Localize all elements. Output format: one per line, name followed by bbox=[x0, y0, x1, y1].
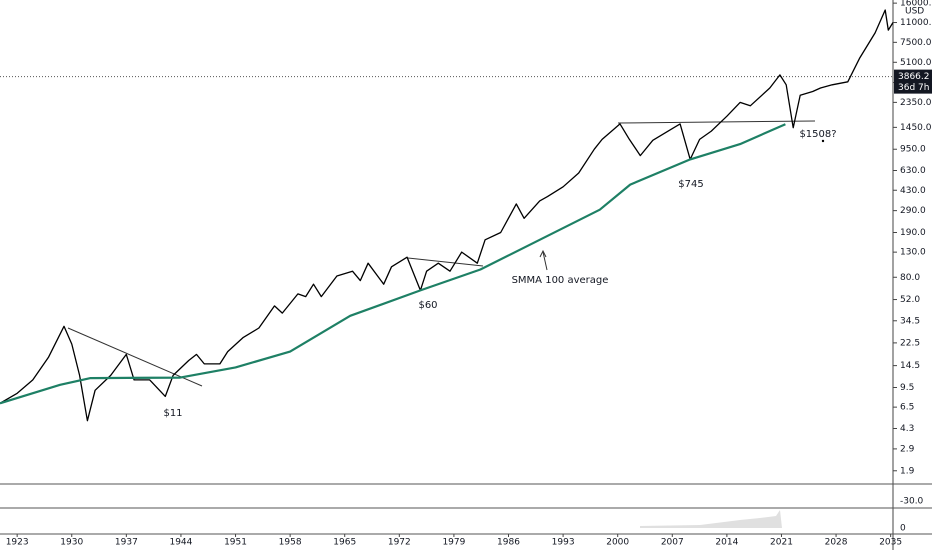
x-tick-label: 1937 bbox=[115, 538, 138, 548]
last-price-box bbox=[894, 69, 932, 94]
x-tick-label: 1979 bbox=[442, 538, 465, 548]
x-tick-label: 1972 bbox=[388, 538, 411, 548]
y-tick-label: 950.0 bbox=[900, 145, 926, 155]
x-tick-label: 2035 bbox=[879, 538, 902, 548]
y-tick-label: 190.0 bbox=[900, 228, 926, 238]
countdown-label: 36d 7h bbox=[898, 83, 929, 93]
y-tick-label: 5100.0 bbox=[900, 58, 932, 68]
y-tick-label: 2350.0 bbox=[900, 98, 932, 108]
currency-label: USD bbox=[905, 7, 924, 17]
x-tick-label: 1986 bbox=[497, 538, 520, 548]
x-tick-label: 2021 bbox=[770, 538, 793, 548]
y-tick-label: 6.5 bbox=[900, 403, 914, 413]
y-tick-label: 14.5 bbox=[900, 361, 920, 371]
y-tick-label: 4.3 bbox=[900, 424, 914, 434]
y-tick-label: 52.0 bbox=[900, 295, 920, 305]
annotation: SMMA 100 average bbox=[512, 275, 609, 286]
x-tick-label: 1965 bbox=[333, 538, 356, 548]
x-tick-label: 1930 bbox=[60, 538, 83, 548]
y-tick-label: 130.0 bbox=[900, 248, 926, 258]
smma-line bbox=[0, 123, 786, 405]
x-tick-label: 1944 bbox=[169, 538, 192, 548]
y-tick-label: 290.0 bbox=[900, 206, 926, 216]
y-tick-label: 22.5 bbox=[900, 338, 920, 348]
y-tick-label: 7500.0 bbox=[900, 38, 932, 48]
annotation: $11 bbox=[163, 408, 182, 419]
x-tick-label: 2028 bbox=[825, 538, 848, 548]
indicator-tick-label: -30.0 bbox=[900, 497, 924, 507]
volume-area bbox=[640, 510, 782, 528]
y-tick-label: 630.0 bbox=[900, 166, 926, 176]
y-tick-label: 34.5 bbox=[900, 316, 920, 326]
x-tick-label: 2000 bbox=[606, 538, 629, 548]
marker-dot bbox=[821, 139, 825, 143]
trend-line bbox=[617, 120, 816, 124]
annotation: $60 bbox=[418, 300, 437, 311]
trend-line bbox=[67, 327, 203, 387]
trend-line bbox=[407, 257, 484, 267]
y-tick-label: 1.9 bbox=[900, 466, 915, 476]
y-tick-label: 11000.0 bbox=[900, 18, 932, 28]
arrow-head bbox=[539, 249, 547, 258]
y-tick-label: 430.0 bbox=[900, 186, 926, 196]
volume-tick-label: 0 bbox=[900, 524, 906, 534]
x-tick-label: 1958 bbox=[279, 538, 302, 548]
y-tick-label: 9.5 bbox=[900, 383, 914, 393]
x-tick-label: 1923 bbox=[6, 538, 29, 548]
x-tick-label: 1993 bbox=[552, 538, 575, 548]
price-line bbox=[0, 9, 894, 422]
x-tick-label: 2007 bbox=[661, 538, 684, 548]
x-tick-label: 1951 bbox=[224, 538, 247, 548]
x-tick-label: 2014 bbox=[715, 538, 738, 548]
annotation: $745 bbox=[678, 179, 703, 190]
y-tick-label: 80.0 bbox=[900, 273, 920, 283]
y-tick-label: 2.9 bbox=[900, 444, 915, 454]
annotation: $1508? bbox=[799, 129, 836, 140]
last-price-label: 3866.2 bbox=[898, 72, 930, 82]
y-tick-label: 16000.0 bbox=[900, 0, 932, 9]
arrow bbox=[542, 251, 548, 271]
y-tick-label: 1450.0 bbox=[900, 123, 932, 133]
